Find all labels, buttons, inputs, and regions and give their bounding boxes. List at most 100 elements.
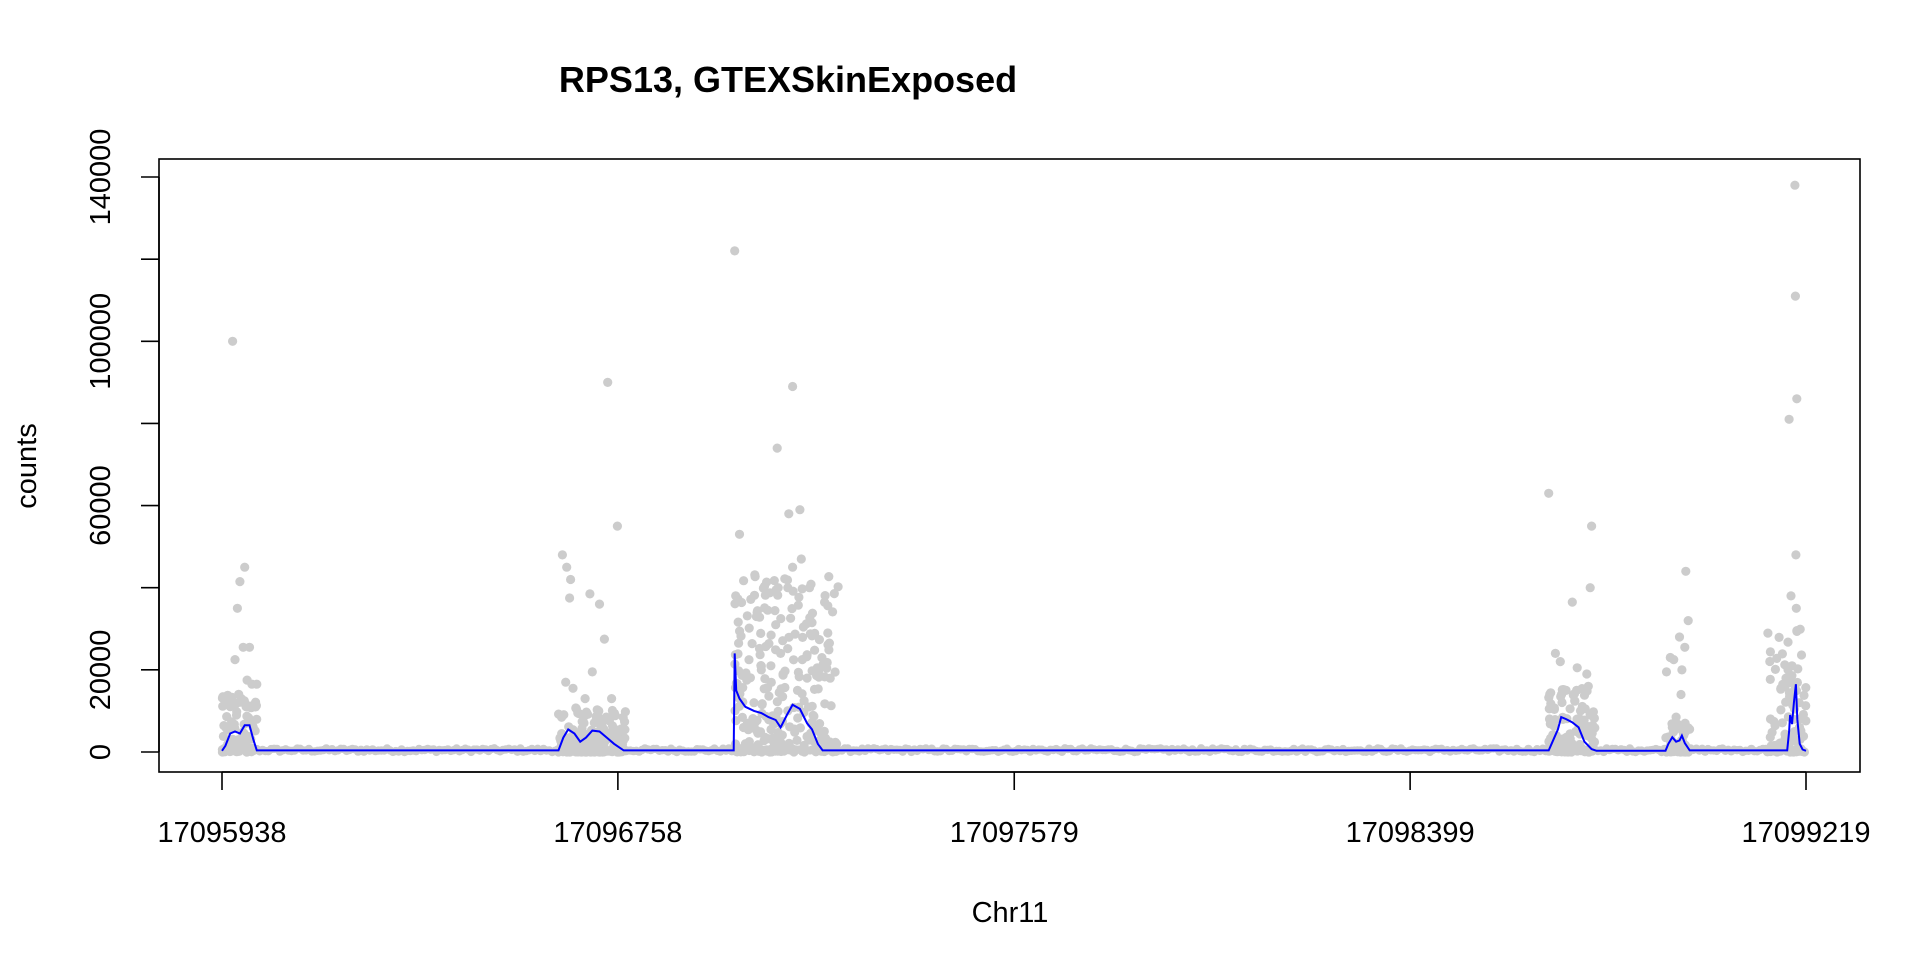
data-point <box>587 667 597 677</box>
data-point <box>737 743 748 753</box>
data-point <box>756 665 766 675</box>
data-point <box>773 727 783 738</box>
data-point <box>1791 603 1801 613</box>
data-point <box>1770 721 1780 731</box>
data-point <box>607 694 617 704</box>
data-point <box>571 747 581 757</box>
data-point <box>231 710 242 720</box>
data-point <box>1674 632 1685 642</box>
data-point <box>770 606 780 616</box>
data-point <box>1553 739 1563 749</box>
data-point <box>823 628 833 638</box>
data-point <box>734 529 745 539</box>
data-point <box>773 590 783 600</box>
data-point <box>1665 747 1675 757</box>
data-point <box>809 711 819 721</box>
data-point <box>227 717 237 727</box>
data-point <box>767 747 777 757</box>
data-point <box>1589 713 1599 723</box>
data-point <box>786 744 796 754</box>
data-point <box>1676 689 1686 700</box>
data-point <box>225 746 235 757</box>
data-point <box>771 620 781 630</box>
data-point <box>1575 706 1586 716</box>
data-point <box>1772 653 1782 664</box>
data-point <box>788 562 798 572</box>
data-point <box>766 724 776 735</box>
fit-line <box>221 653 1807 752</box>
data-point <box>776 648 786 659</box>
x-tick-label: 17098399 <box>1346 817 1475 849</box>
data-point <box>797 655 807 665</box>
data-point <box>554 709 564 719</box>
data-point <box>808 745 818 755</box>
data-point <box>579 711 589 722</box>
data-point <box>1777 718 1787 728</box>
data-point <box>1583 681 1593 691</box>
data-point <box>1661 667 1672 677</box>
data-point <box>820 672 830 682</box>
data-point <box>1776 683 1786 694</box>
x-tick-label: 17097579 <box>950 817 1079 849</box>
data-point <box>1544 714 1555 724</box>
data-point <box>1776 705 1786 715</box>
data-point <box>579 718 589 728</box>
data-point <box>1796 650 1807 660</box>
data-point <box>786 613 796 623</box>
data-point <box>804 583 815 593</box>
data-point <box>733 617 743 627</box>
data-point <box>829 589 839 599</box>
data-point <box>1798 731 1809 741</box>
data-point <box>252 679 262 689</box>
data-point <box>1582 669 1592 679</box>
data-point <box>218 692 228 702</box>
data-point <box>603 377 613 387</box>
data-point <box>753 743 763 753</box>
data-point <box>1765 674 1775 685</box>
data-point <box>1765 732 1775 742</box>
data-point <box>778 692 788 702</box>
data-point <box>762 577 772 587</box>
data-point <box>1765 647 1775 657</box>
data-point <box>734 638 744 648</box>
data-point <box>738 683 748 693</box>
data-point <box>798 632 808 643</box>
data-point <box>776 614 786 624</box>
data-point <box>589 747 600 757</box>
data-point <box>612 730 622 741</box>
data-point <box>1671 712 1681 722</box>
data-point <box>802 731 812 742</box>
data-point <box>236 694 246 704</box>
data-point <box>607 721 618 731</box>
data-point <box>1786 591 1796 601</box>
data-point <box>585 589 595 599</box>
chart-title: RPS13, GTEXSkinExposed <box>559 59 1017 100</box>
data-point <box>823 640 833 650</box>
data-point <box>745 745 755 755</box>
y-axis: 0 20000 60000 100000 140000 <box>85 129 160 760</box>
x-tick-label: 17096758 <box>553 817 682 849</box>
data-point <box>1669 655 1679 665</box>
data-point <box>560 745 570 755</box>
x-axis: 17095938 17096758 17097579 17098399 17099219 <box>157 771 1871 849</box>
data-point <box>807 608 818 618</box>
data-point <box>235 739 245 750</box>
data-point <box>830 667 840 677</box>
data-point <box>769 576 779 586</box>
data-point <box>1544 488 1554 498</box>
data-point <box>742 675 752 685</box>
y-tick-label: 100000 <box>85 293 117 390</box>
data-point <box>795 505 805 515</box>
data-point <box>1789 747 1799 757</box>
data-point <box>1549 704 1559 715</box>
data-point <box>613 747 623 757</box>
x-axis-label: Chr11 <box>972 897 1049 929</box>
data-point <box>766 661 776 671</box>
data-point <box>1570 696 1580 706</box>
data-point <box>594 599 605 609</box>
data-point <box>241 702 251 712</box>
data-point <box>1676 723 1686 733</box>
data-point <box>820 733 831 743</box>
data-point <box>232 603 242 613</box>
